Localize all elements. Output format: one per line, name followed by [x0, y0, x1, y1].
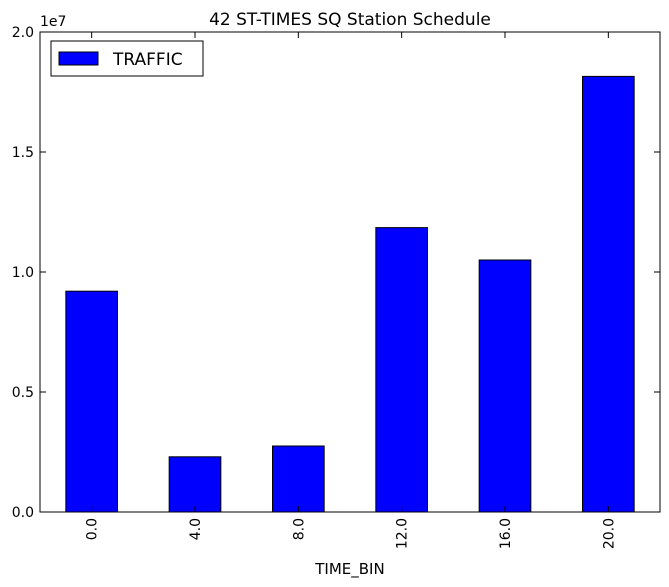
- legend-label: TRAFFIC: [112, 50, 183, 70]
- bar-4.0: [168, 456, 222, 513]
- legend: TRAFFIC: [50, 40, 204, 77]
- bar-16.0: [478, 259, 532, 513]
- x-tick-label: 0.0: [85, 518, 101, 540]
- y-tick-label: 1.0: [12, 265, 34, 281]
- x-axis-label: TIME_BIN: [314, 560, 384, 579]
- bar-8.0: [272, 445, 325, 513]
- x-tick-label: 20.0: [601, 518, 617, 549]
- x-tick-label: 4.0: [188, 518, 204, 540]
- bar-20.0: [582, 75, 635, 513]
- bars-group: [65, 75, 635, 513]
- y-tick-label: 0.0: [12, 505, 34, 521]
- bar-0.0: [65, 290, 119, 513]
- y-tick-label: 1.5: [12, 145, 34, 161]
- x-tick-label: 16.0: [498, 518, 514, 549]
- bar-12.0: [375, 227, 429, 513]
- x-tick-label: 12.0: [395, 518, 411, 549]
- y-multiplier-label: 1e7: [40, 14, 66, 30]
- x-tick-label: 8.0: [291, 518, 307, 540]
- chart-title: 42 ST-TIMES SQ Station Schedule: [209, 10, 491, 30]
- y-tick-label: 0.5: [12, 385, 34, 401]
- y-tick-label: 2.0: [12, 25, 34, 41]
- plot-frame: [39, 31, 661, 513]
- legend-swatch: [58, 51, 99, 66]
